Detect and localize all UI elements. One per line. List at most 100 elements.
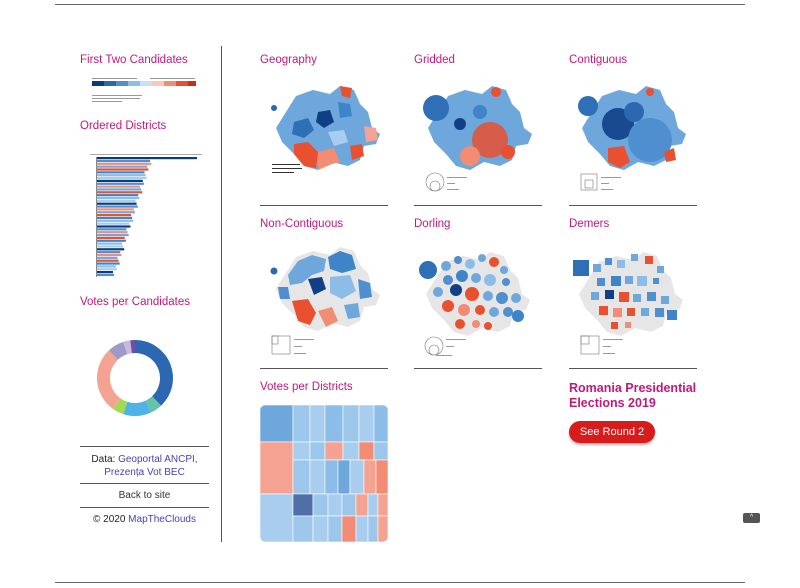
treemap-cell [292, 493, 314, 517]
treemap-cell [377, 515, 388, 542]
treemap-cell [309, 459, 326, 495]
district-bar [97, 248, 125, 251]
district-bar [97, 253, 122, 257]
district-bar [97, 251, 121, 254]
candidates-legend [92, 78, 196, 102]
see-round-2-button[interactable]: See Round 2 [569, 421, 655, 443]
district-bar [97, 208, 134, 211]
district-bar [97, 265, 116, 268]
treemap-cell [341, 515, 357, 542]
district-bar [97, 188, 142, 191]
district-bar [97, 176, 147, 180]
district-bar [97, 157, 197, 160]
treemap-cell [349, 459, 365, 495]
gridded-map[interactable] [420, 82, 540, 172]
district-bar [97, 268, 117, 271]
votes-donut-chart [97, 340, 173, 416]
treemap-cell [341, 493, 357, 517]
treemap-cell [292, 405, 311, 443]
treemap-cell [324, 459, 339, 495]
district-bar [97, 202, 137, 205]
treemap-cell [363, 459, 377, 495]
treemap-cell [324, 441, 344, 461]
treemap-cell [358, 441, 375, 461]
ordered-districts-chart [90, 154, 202, 277]
treemap-cell [375, 459, 388, 495]
treemap-cell [327, 493, 343, 517]
data-sources: Data: Geoportal ANCPI, Prezența Vot BEC [80, 453, 209, 479]
panel-title-demers[interactable]: Demers [569, 218, 610, 230]
non-contiguous-map[interactable] [268, 243, 388, 338]
back-to-site-link[interactable]: Back to site [118, 490, 171, 501]
treemap-cell [292, 515, 314, 542]
panel-title-contiguous[interactable]: Contiguous [569, 54, 628, 66]
district-bar [97, 262, 120, 265]
district-bar [97, 191, 143, 194]
district-bar [97, 179, 143, 182]
geoportal-link[interactable]: Geoportal ANCPI, [118, 454, 198, 465]
donut-segment [123, 400, 152, 416]
donut-segment [123, 340, 132, 355]
district-bar [97, 225, 131, 228]
district-bar [97, 205, 138, 208]
demers-legend [580, 335, 623, 355]
treemap-cell [342, 405, 360, 443]
contiguous-legend [580, 173, 621, 191]
treemap-cell [342, 441, 360, 461]
district-bar [97, 194, 139, 197]
contiguous-map[interactable] [574, 82, 694, 172]
non-contiguous-legend [271, 335, 314, 355]
copyright-prefix: © 2020 [93, 514, 129, 525]
votes-per-districts-treemap[interactable] [260, 405, 388, 542]
district-bar [97, 256, 118, 259]
panel-title-votes-per-districts[interactable]: Votes per Districts [260, 381, 353, 393]
district-bar [97, 273, 115, 277]
district-bar [97, 165, 148, 168]
treemap-cell [337, 459, 351, 495]
prezenta-link[interactable]: Prezența Vot BEC [104, 467, 185, 478]
treemap-cell [367, 493, 379, 517]
sidebar-divider-2 [80, 483, 209, 484]
district-bar [97, 228, 127, 231]
district-bar [97, 219, 134, 222]
district-bar [97, 233, 129, 237]
dorling-legend [424, 336, 466, 356]
top-rule [55, 4, 745, 5]
geography-map[interactable] [268, 82, 388, 177]
treemap-cell [373, 405, 388, 443]
chevron-up-icon: ^ [749, 514, 754, 521]
district-bar [97, 245, 124, 248]
treemap-cell [355, 493, 369, 517]
district-bar [97, 239, 126, 242]
demers-map[interactable] [571, 248, 691, 338]
copyright: © 2020 MapTheClouds [80, 513, 209, 526]
panel-separator [260, 368, 388, 369]
mapthecloud-link[interactable]: MapTheClouds [128, 514, 196, 525]
district-bar [97, 168, 149, 171]
dorling-map[interactable] [418, 248, 538, 338]
district-bar [97, 182, 144, 185]
donut-segment [108, 341, 128, 360]
donut-segment [97, 350, 121, 409]
treemap-cell [309, 405, 326, 443]
district-bar [97, 242, 122, 245]
treemap-cell [355, 515, 369, 542]
panel-title-geography[interactable]: Geography [260, 54, 317, 66]
scroll-top-button[interactable]: ^ [743, 513, 760, 523]
treemap-cell [358, 405, 375, 443]
treemap-cell [367, 515, 379, 542]
panel-separator [414, 368, 542, 369]
treemap-cell [260, 405, 294, 443]
district-bar [97, 259, 119, 262]
votes-per-candidates-title: Votes per Candidates [80, 296, 190, 308]
gridded-legend [425, 172, 467, 192]
panel-title-gridded[interactable]: Gridded [414, 54, 455, 66]
district-bar [97, 231, 128, 234]
panel-title-dorling[interactable]: Dorling [414, 218, 451, 230]
panel-separator [569, 205, 697, 206]
donut-segment [135, 340, 173, 406]
panel-title-non-contiguous[interactable]: Non-Contiguous [260, 218, 344, 230]
donut-segment [130, 340, 135, 354]
treemap-cell [312, 515, 329, 542]
feature-title: Romania Presidential Elections 2019 [569, 381, 697, 410]
